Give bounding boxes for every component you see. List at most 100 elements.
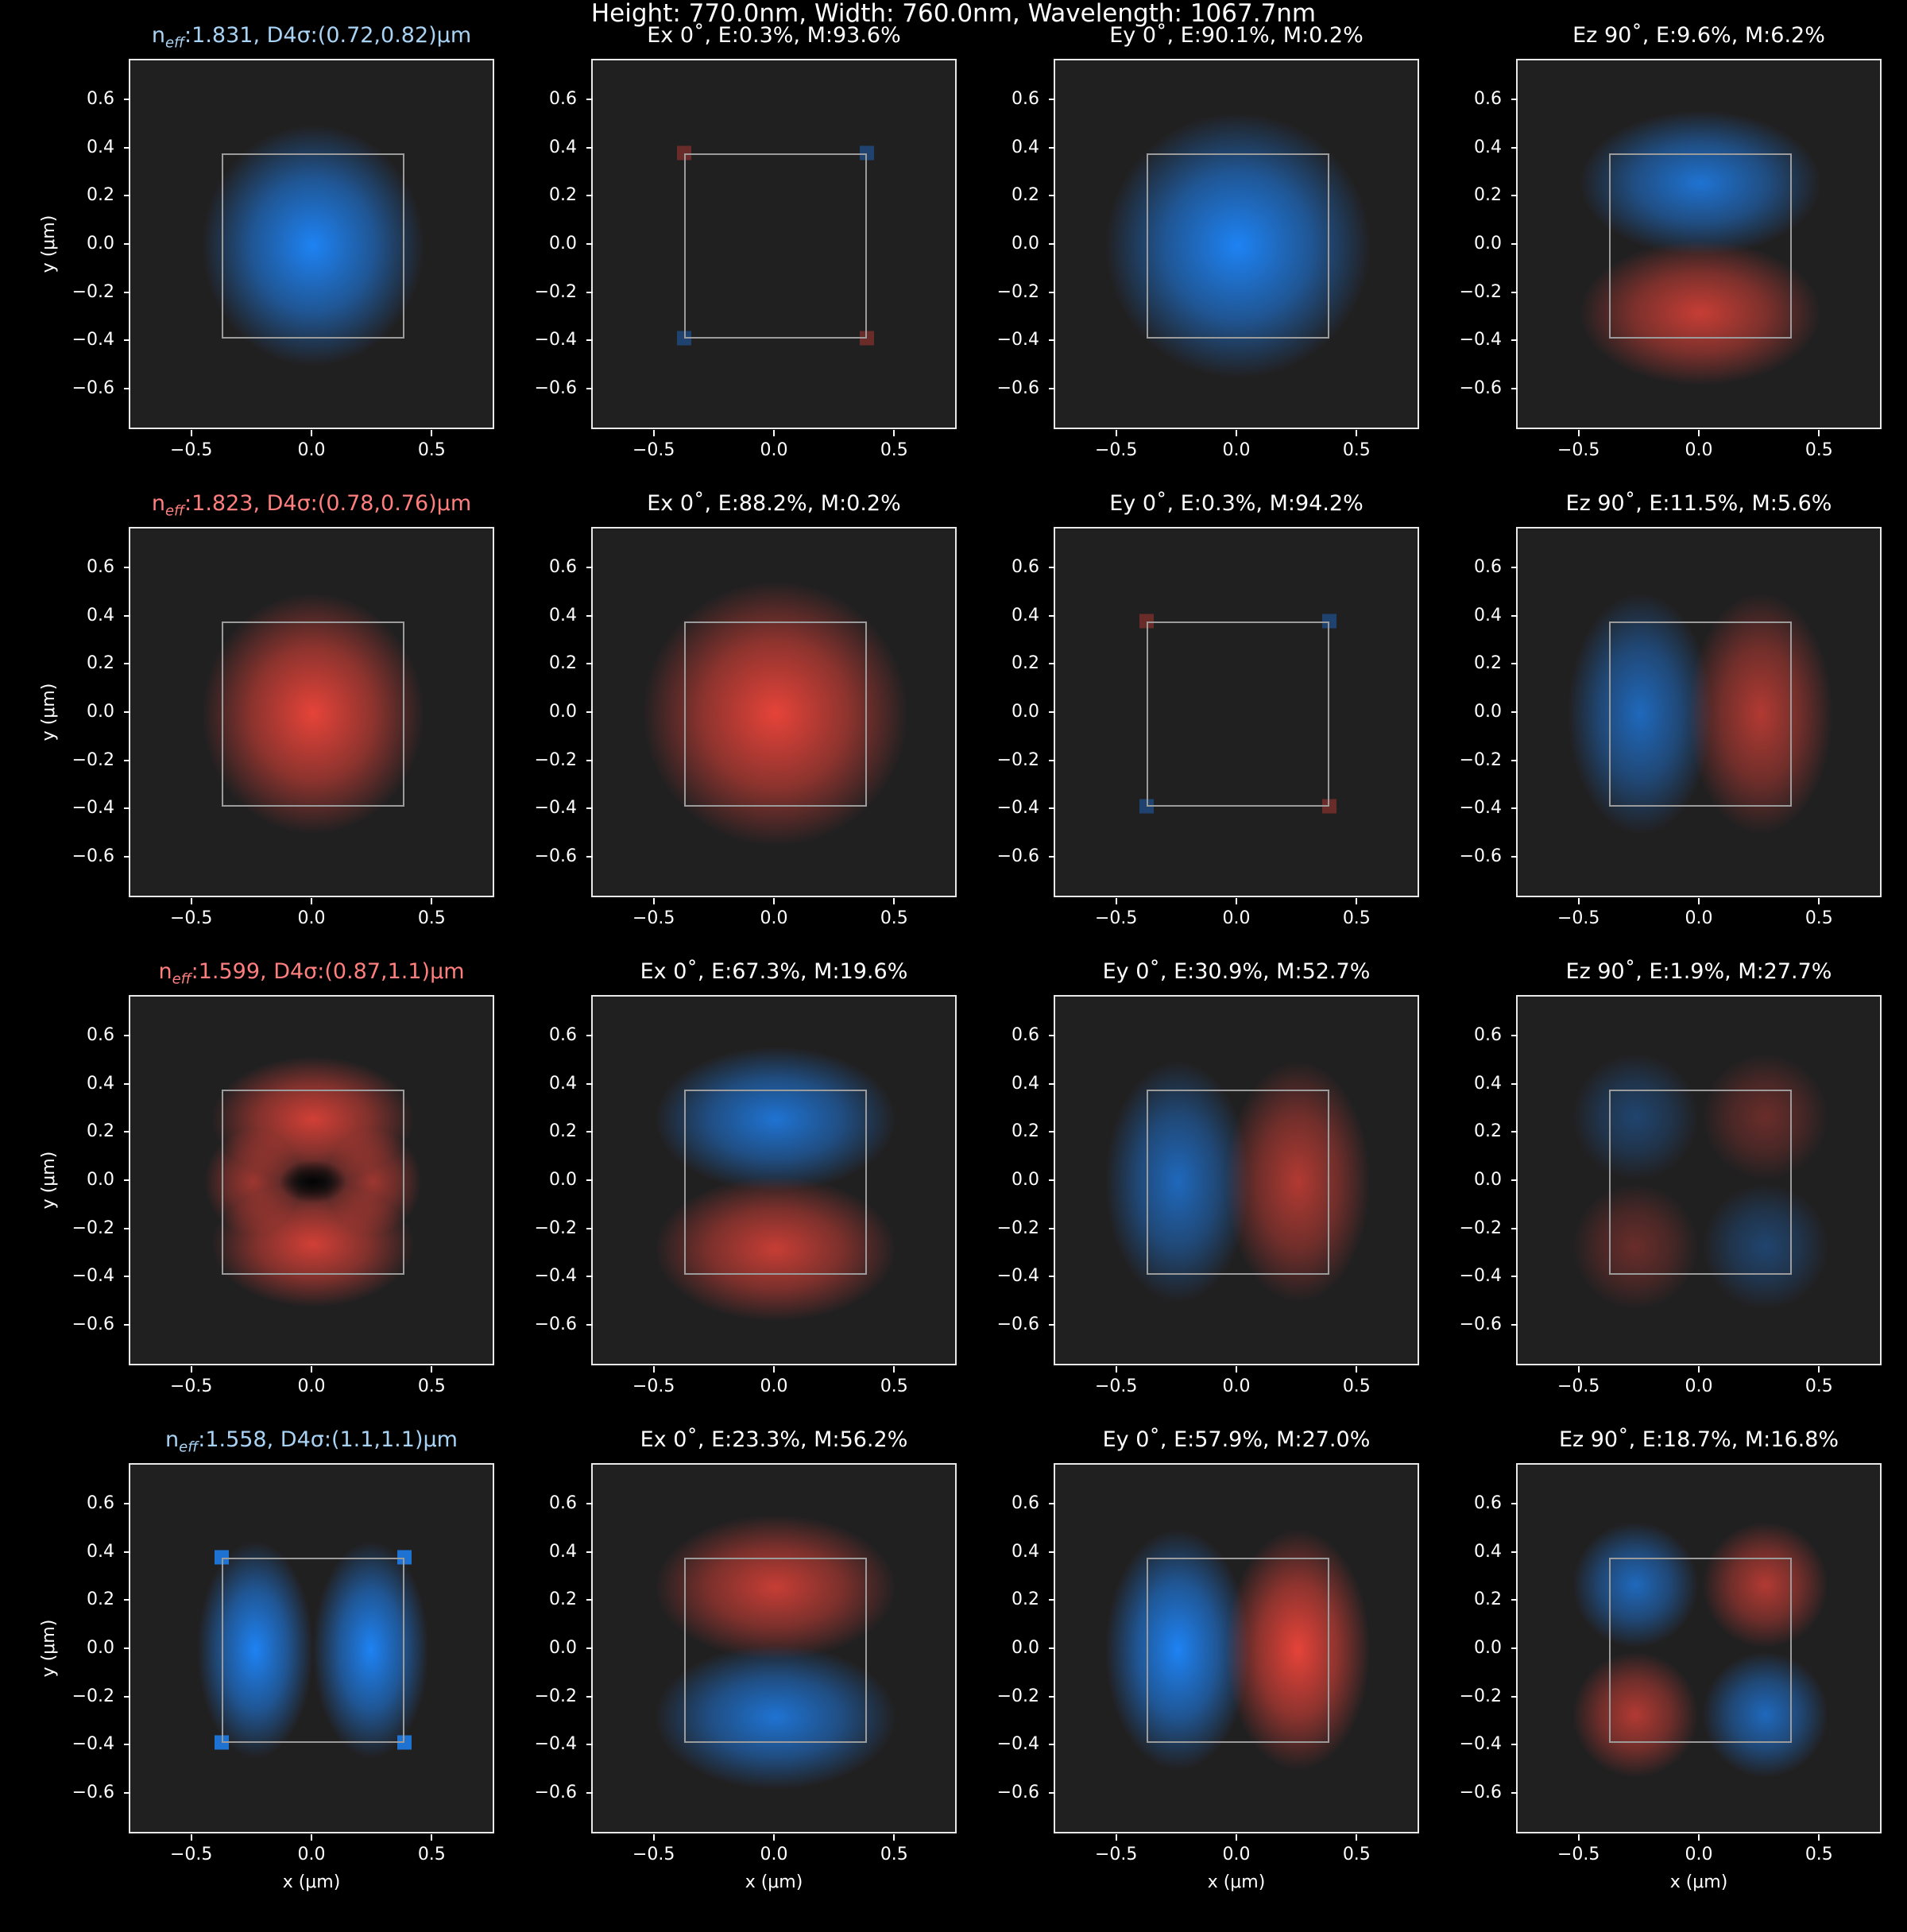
x-tick-label: 0.5	[1325, 1366, 1388, 1396]
x-tick-label: −0.5	[160, 1834, 223, 1864]
corner-spot	[397, 1735, 412, 1750]
y-tick-label: 0.0	[59, 1171, 130, 1190]
x-axis-label: x (μm)	[745, 1872, 803, 1892]
field-plot	[1516, 1463, 1882, 1833]
panel-title: Ey 0˚, E:0.3%, M:94.2%	[1109, 491, 1364, 516]
x-tick-label: 0.0	[1667, 430, 1731, 460]
panel-title: Ex 0˚, E:67.3%, M:19.6%	[640, 959, 908, 984]
corner-spot	[1322, 799, 1336, 814]
quad-lobe	[1572, 1054, 1698, 1179]
x-axis-label: x (μm)	[1207, 1872, 1266, 1892]
mode-panel: Ex 0˚, E:88.2%, M:0.2% 0.6 0.4 0.2 0.0 −0.2 −0…	[535, 491, 957, 928]
mode-panel: Ez 90˚, E:11.5%, M:5.6% 0.6 0.4 0.2 0.0 −0.2−…	[1460, 491, 1882, 928]
field-plot	[591, 527, 957, 897]
waveguide-outline	[222, 1557, 404, 1743]
mode-title: neff:1.831, D4σ:(0.72,0.82)μm	[49, 23, 574, 56]
field-lobe-left	[1568, 593, 1713, 834]
field-lobe-bottom	[655, 1176, 896, 1322]
y-tick-label: 0.4	[521, 606, 593, 625]
mode-title-symbol: n	[158, 959, 172, 984]
y-tick-label: −0.6	[984, 846, 1055, 866]
mode-title-symbol: n	[151, 491, 165, 516]
y-tick-label: 0.2	[521, 1590, 593, 1609]
panel-title: Ez 90˚, E:18.7%, M:16.8%	[1558, 1427, 1839, 1452]
x-tick-label: 0.0	[742, 1834, 806, 1864]
field-plot	[591, 995, 957, 1365]
y-tick-label: −0.4	[984, 799, 1055, 818]
x-tick-label: 0.5	[400, 898, 463, 928]
x-tick-label: 0.5	[1325, 898, 1388, 928]
waveguide-outline	[1147, 1089, 1329, 1275]
y-tick-label: −0.4	[1446, 799, 1518, 818]
mode-title-values: :1.558, D4σ:(1.1,1.1)μm	[198, 1427, 458, 1452]
y-tick-label: −0.4	[1446, 331, 1518, 350]
y-axis-label: y (μm)	[39, 215, 59, 273]
x-tick-label: 0.0	[280, 1834, 343, 1864]
corner-spot	[397, 1550, 412, 1565]
y-tick-label: −0.6	[984, 378, 1055, 398]
mode-title-values: :1.831, D4σ:(0.72,0.82)μm	[184, 23, 472, 48]
waveguide-outline	[1147, 1557, 1329, 1743]
field-heatmap	[655, 1515, 896, 1790]
y-tick-label: −0.2	[59, 1686, 130, 1706]
field-heatmap	[1580, 110, 1821, 385]
y-tick-label: −0.2	[521, 750, 593, 770]
y-tick-label: −0.4	[59, 1267, 130, 1286]
y-tick-label: −0.6	[59, 378, 130, 398]
corner-spot	[1322, 614, 1336, 629]
y-tick-label: −0.2	[984, 1218, 1055, 1238]
field-plot	[591, 59, 957, 429]
quad-lobe	[1703, 1184, 1828, 1310]
y-tick-label: 0.4	[984, 1542, 1055, 1562]
y-tick-label: −0.2	[1446, 282, 1518, 302]
y-tick-label: −0.4	[521, 1735, 593, 1754]
y-tick-label: 0.6	[59, 558, 130, 577]
x-tick-label: −0.5	[1085, 898, 1148, 928]
y-tick-label: 0.2	[984, 654, 1055, 673]
x-tick-label: −0.5	[622, 1366, 686, 1396]
x-tick-label: 0.0	[1205, 430, 1268, 460]
corner-spot	[1139, 799, 1154, 814]
y-tick-label: 0.2	[1446, 1590, 1518, 1609]
mode-title-subscript: eff	[164, 34, 185, 52]
x-tick-label: 0.5	[400, 430, 463, 460]
x-tick-label: −0.5	[1547, 1834, 1611, 1864]
field-plot	[129, 1463, 494, 1833]
mode-title-symbol: n	[151, 23, 165, 48]
x-tick-label: −0.5	[160, 898, 223, 928]
field-plot	[1516, 59, 1882, 429]
y-tick-label: −0.2	[984, 1686, 1055, 1706]
y-tick-label: 0.6	[521, 1494, 593, 1513]
mode-title: neff:1.823, D4σ:(0.78,0.76)μm	[49, 491, 574, 524]
y-tick-label: 0.0	[1446, 234, 1518, 254]
field-plot	[1054, 1463, 1419, 1833]
y-tick-label: −0.6	[521, 378, 593, 398]
y-tick-label: 0.4	[59, 1074, 130, 1094]
y-tick-label: 0.6	[59, 1494, 130, 1513]
field-plot	[129, 59, 494, 429]
y-tick-label: 0.2	[521, 186, 593, 205]
y-tick-label: 0.0	[1446, 703, 1518, 722]
panel-title: Ez 90˚, E:11.5%, M:5.6%	[1565, 491, 1832, 516]
x-tick-label: 0.5	[400, 1366, 463, 1396]
x-tick-label: 0.5	[1325, 1834, 1388, 1864]
y-tick-label: 0.0	[984, 703, 1055, 722]
waveguide-outline	[684, 153, 867, 339]
x-tick-label: 0.0	[1667, 898, 1731, 928]
y-tick-label: 0.4	[59, 137, 130, 157]
x-tick-label: 0.0	[1205, 1366, 1268, 1396]
waveguide-outline	[1609, 1089, 1792, 1275]
y-tick-label: 0.6	[59, 1026, 130, 1045]
y-tick-label: 0.2	[59, 186, 130, 205]
panel-title: Ez 90˚, E:1.9%, M:27.7%	[1565, 959, 1832, 984]
corner-spot	[860, 331, 874, 346]
quad-lobe	[1572, 1652, 1698, 1778]
x-tick-label: −0.5	[1085, 1834, 1148, 1864]
x-tick-label: 0.0	[1667, 1366, 1731, 1396]
field-lobe-left	[197, 1541, 313, 1759]
mode-title-subscript: eff	[179, 1438, 199, 1456]
y-tick-label: 0.2	[59, 1590, 130, 1609]
field-lobe	[643, 581, 908, 846]
field-heatmap	[1105, 113, 1371, 378]
field-lobe-right	[313, 1541, 429, 1759]
